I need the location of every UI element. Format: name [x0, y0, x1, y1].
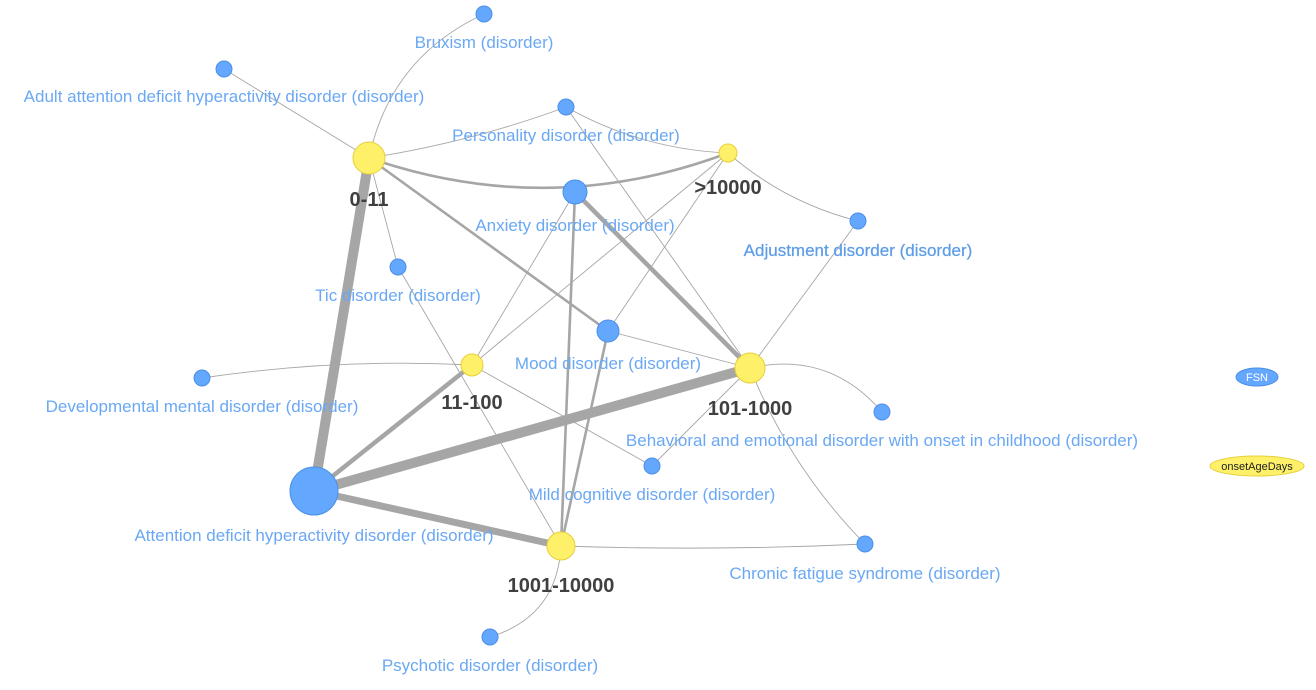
node-bruxism[interactable] — [475, 5, 493, 23]
edge-age-11-100-to-mild-cognitive[interactable] — [471, 364, 653, 467]
node-label-chronic-fatigue: Chronic fatigue syndrome (disorder) — [729, 564, 1000, 583]
edge-mood-to-age-1001-10000[interactable] — [559, 329, 610, 548]
legend-onset-age-days-swatch — [1209, 455, 1305, 477]
node-age-gt-10000[interactable] — [718, 143, 738, 163]
legend: FSN onsetAgeDays — [1209, 367, 1305, 477]
edge-personality-to-age-101-1000[interactable] — [565, 106, 751, 369]
node-label-tic: Tic disorder (disorder) — [315, 286, 481, 305]
nodes-layer — [193, 5, 891, 646]
node-age-1001-10000[interactable] — [546, 531, 576, 561]
node-label-behavioral: Behavioral and emotional disorder with o… — [626, 431, 1138, 450]
node-age-101-1000[interactable] — [734, 352, 766, 384]
edge-age-0-11-to-bruxism[interactable] — [368, 13, 485, 159]
node-adult-adhd[interactable] — [215, 60, 233, 78]
edge-age-1001-10000-to-adhd[interactable] — [310, 487, 565, 550]
node-label-age-gt-10000: >10000 — [694, 177, 761, 199]
node-mood[interactable] — [596, 319, 620, 343]
edge-age-101-1000-to-behavioral[interactable] — [749, 363, 883, 413]
node-label-psychotic: Psychotic disorder (disorder) — [382, 656, 598, 675]
edge-mood-to-age-101-1000[interactable] — [607, 330, 751, 369]
node-tic[interactable] — [389, 258, 407, 276]
node-adjustment[interactable] — [849, 212, 867, 230]
node-label-bruxism: Bruxism (disorder) — [415, 33, 554, 52]
node-psychotic[interactable] — [481, 628, 499, 646]
node-label-adjustment: Adjustment disorder (disorder) — [744, 241, 973, 260]
node-chronic-fatigue[interactable] — [856, 535, 874, 553]
edge-age-1001-10000-to-chronic-fatigue[interactable] — [560, 543, 866, 549]
edges-layer — [201, 13, 883, 638]
edge-age-gt-10000-to-adjustment[interactable] — [727, 152, 859, 222]
node-label-age-0-11: 0-11 — [350, 189, 389, 211]
legend-item-onset-age-days[interactable]: onsetAgeDays — [1209, 455, 1305, 477]
node-adhd[interactable] — [289, 466, 339, 516]
edge-age-0-11-to-personality[interactable] — [368, 106, 567, 159]
node-age-11-100[interactable] — [460, 353, 484, 377]
node-label-age-11-100: 11-100 — [441, 392, 502, 414]
edge-age-11-100-to-adhd[interactable] — [311, 362, 475, 494]
node-label-mild-cognitive: Mild cognitive disorder (disorder) — [529, 485, 776, 504]
edge-age-101-1000-to-chronic-fatigue[interactable] — [749, 367, 866, 545]
node-personality[interactable] — [557, 98, 575, 116]
legend-fsn-swatch — [1235, 367, 1279, 387]
edge-anxiety-to-age-11-100[interactable] — [471, 191, 576, 366]
node-label-adhd: Attention deficit hyperactivity disorder… — [134, 526, 493, 545]
node-behavioral[interactable] — [873, 403, 891, 421]
edge-anxiety-to-age-101-1000[interactable] — [572, 189, 753, 371]
node-label-age-101-1000: 101-1000 — [708, 398, 793, 420]
edge-age-0-11-to-mood[interactable] — [367, 156, 610, 333]
node-developmental[interactable] — [193, 369, 211, 387]
edge-anxiety-to-age-1001-10000[interactable] — [559, 190, 577, 548]
legend-onset-age-days-label: onsetAgeDays — [1221, 461, 1293, 473]
edge-age-101-1000-to-adjustment[interactable] — [749, 220, 859, 369]
legend-fsn-label: FSN — [1246, 372, 1268, 384]
edge-age-0-11-to-adhd[interactable] — [309, 153, 374, 496]
node-age-0-11[interactable] — [352, 141, 386, 175]
node-label-developmental: Developmental mental disorder (disorder) — [46, 397, 359, 416]
node-label-mood: Mood disorder (disorder) — [515, 354, 701, 373]
edge-age-0-11-to-adult-adhd[interactable] — [223, 68, 370, 159]
node-label-age-1001-10000: 1001-10000 — [508, 575, 615, 597]
node-label-personality: Personality disorder (disorder) — [452, 126, 680, 145]
edge-age-1001-10000-to-psychotic[interactable] — [489, 545, 562, 638]
edge-age-gt-10000-to-age-11-100[interactable] — [471, 152, 729, 366]
edge-age-101-1000-to-adhd[interactable] — [309, 363, 755, 496]
node-label-anxiety: Anxiety disorder (disorder) — [475, 216, 674, 235]
legend-item-fsn[interactable]: FSN — [1235, 367, 1279, 387]
edge-personality-to-age-gt-10000[interactable] — [565, 106, 729, 154]
node-mild-cognitive[interactable] — [643, 457, 661, 475]
edge-age-0-11-to-age-gt-10000[interactable] — [367, 151, 730, 190]
edge-age-gt-10000-to-mood[interactable] — [607, 152, 729, 332]
node-label-adult-adhd: Adult attention deficit hyperactivity di… — [24, 87, 425, 106]
edge-age-11-100-to-developmental[interactable] — [201, 362, 473, 379]
node-anxiety[interactable] — [562, 179, 588, 205]
labels-layer: 0-11 11-100 101-1000 1001-10000 >10000 Bruxis… — [24, 33, 1138, 675]
edge-tic-to-age-1001-10000[interactable] — [397, 266, 562, 547]
